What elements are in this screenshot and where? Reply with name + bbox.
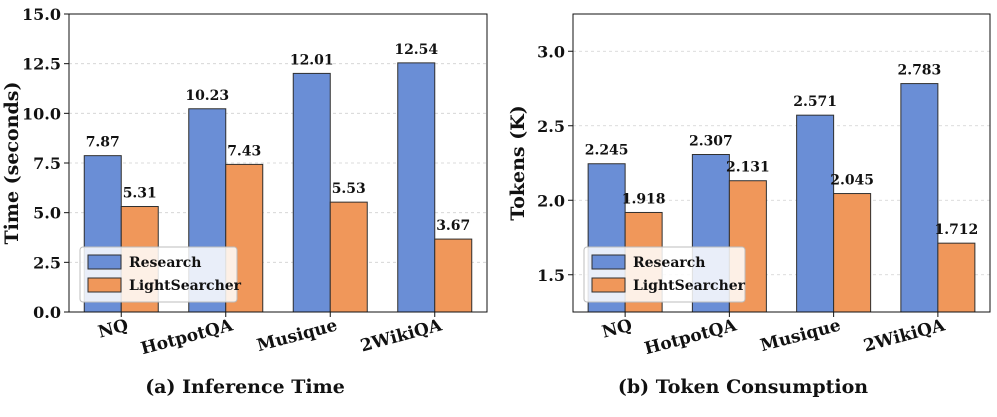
legend: Research LightSearcher [79, 246, 242, 303]
y-axis-label: Time (seconds) [1, 82, 23, 245]
data-label: 1.712 [934, 222, 978, 238]
legend-swatch-research [87, 254, 122, 270]
x-tick-label: HotpotQA [139, 315, 236, 359]
chart-token-consumption: 2.245 1.918 NQ 2.307 2.131 HotpotQA 2.571 2.045… [507, 13, 991, 359]
plot-frame [68, 13, 488, 313]
chart-inference-time: 7.87 5.31 NQ 10.23 7.43 HotpotQA 12.01 5.53 Musi… [1, 5, 488, 359]
legend-swatch-research [591, 254, 626, 270]
data-label: 2.307 [689, 134, 733, 150]
data-label: 2.783 [897, 63, 941, 79]
legend-label: Research [633, 255, 705, 271]
data-label: 2.045 [830, 173, 874, 189]
bar-lightsearcher [329, 201, 368, 313]
y-tick-label: 5.0 [33, 204, 61, 223]
x-tick-label: NQ [96, 315, 131, 342]
data-label: 5.53 [332, 181, 366, 197]
x-tick-label: HotpotQA [642, 315, 739, 359]
data-label: 1.918 [622, 191, 666, 207]
data-label: 12.54 [394, 42, 438, 58]
data-label: 12.01 [290, 52, 334, 68]
bar-research [292, 72, 331, 313]
legend-label: LightSearcher [129, 278, 242, 294]
data-label: 7.87 [86, 135, 120, 151]
y-tick-label: 2.5 [537, 117, 565, 136]
data-label: 2.131 [726, 160, 770, 176]
data-label: 2.245 [585, 143, 629, 159]
data-label: 7.43 [227, 143, 261, 159]
caption-token-consumption: (b) Token Consumption [617, 376, 869, 398]
plot-frame [572, 13, 991, 313]
data-label: 2.571 [793, 94, 837, 110]
legend-label: Research [129, 255, 201, 271]
y-tick-label: 2.0 [537, 191, 565, 210]
bar-lightsearcher [833, 193, 872, 313]
bar-lightsearcher [937, 242, 976, 313]
x-tick-label: NQ [600, 315, 635, 342]
x-tick-label: Musique [255, 315, 340, 356]
x-tick-label: Musique [758, 315, 843, 356]
caption-inference-time: (a) Inference Time [145, 376, 345, 398]
legend-label: LightSearcher [633, 278, 746, 294]
data-label: 5.31 [123, 186, 157, 202]
y-tick-label: 3.0 [537, 42, 565, 61]
y-tick-label: 1.5 [537, 266, 565, 285]
y-tick-label: 7.5 [33, 154, 61, 173]
x-tick-label: 2WikiQA [862, 315, 948, 356]
bar-research [397, 62, 436, 313]
y-tick-label: 12.5 [22, 55, 61, 74]
bar-lightsearcher [225, 163, 264, 313]
y-tick-label: 10.0 [22, 104, 61, 123]
y-tick-label: 0.0 [33, 303, 61, 322]
y-tick-label: 2.5 [33, 253, 61, 272]
legend: Research LightSearcher [583, 246, 746, 303]
bar-research [900, 83, 939, 313]
legend-swatch-lightsearcher [591, 277, 626, 293]
y-tick-label: 15.0 [22, 5, 61, 24]
bar-lightsearcher [434, 238, 473, 313]
y-axis-label: Tokens (K) [507, 105, 529, 221]
bar-research [796, 114, 835, 313]
data-label: 3.67 [436, 218, 470, 234]
x-tick-label: 2WikiQA [358, 315, 444, 356]
data-label: 10.23 [185, 88, 229, 104]
legend-swatch-lightsearcher [87, 277, 122, 293]
